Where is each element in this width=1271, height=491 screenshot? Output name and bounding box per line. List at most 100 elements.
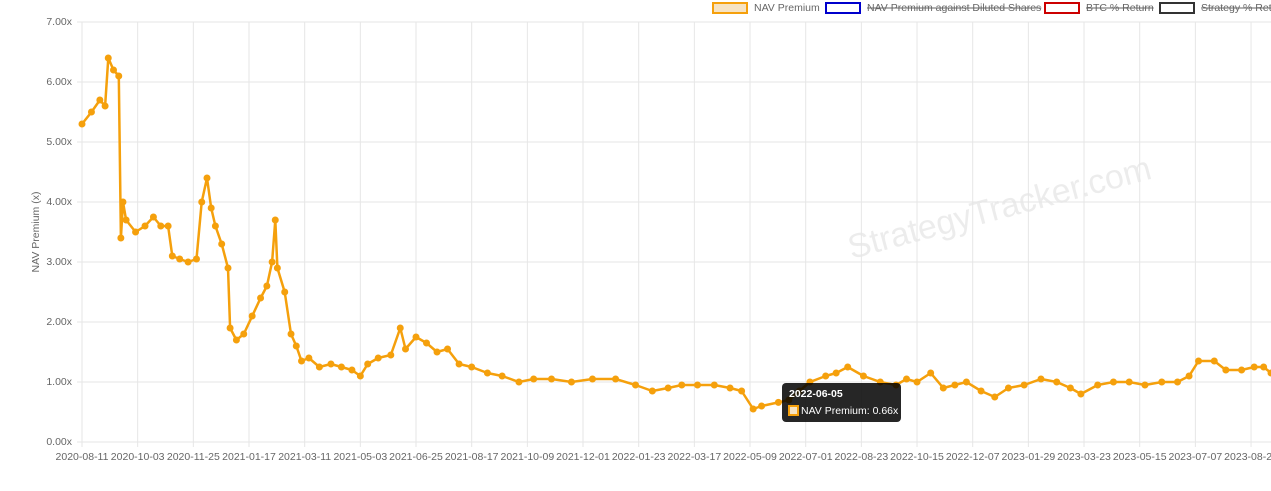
data-point [951, 381, 959, 389]
data-point [1053, 378, 1061, 386]
data-point [184, 258, 192, 266]
tooltip-title: 2022-06-05 [789, 388, 843, 400]
data-point [567, 378, 575, 386]
data-point [444, 345, 452, 353]
data-point [192, 255, 200, 263]
data-point [468, 363, 476, 371]
data-point [257, 294, 265, 302]
data-point [962, 378, 970, 386]
data-point [903, 375, 911, 383]
tooltip-box [782, 383, 901, 422]
data-point [374, 354, 382, 362]
x-tick-label: 2021-06-25 [389, 451, 443, 463]
data-point [115, 72, 123, 80]
data-point [1158, 378, 1166, 386]
data-point [774, 398, 782, 406]
data-point [263, 282, 271, 290]
x-tick-label: 2022-01-23 [612, 451, 666, 463]
data-point [396, 324, 404, 332]
y-tick-label: 1.00x [46, 376, 72, 388]
x-tick-label: 2020-10-03 [111, 451, 165, 463]
data-point [117, 234, 125, 242]
data-point [240, 330, 248, 338]
data-point [694, 381, 702, 389]
data-point [648, 387, 656, 395]
data-point [218, 240, 226, 248]
data-point [402, 345, 410, 353]
data-point [1195, 357, 1203, 365]
data-point [224, 264, 232, 272]
x-tick-label: 2022-08-23 [835, 451, 889, 463]
data-point [678, 381, 686, 389]
x-tick-label: 2023-07-07 [1169, 451, 1223, 463]
data-point [78, 120, 86, 128]
data-point [101, 102, 109, 110]
data-point [664, 384, 672, 392]
data-point [588, 375, 596, 383]
data-point [1174, 378, 1182, 386]
y-axis-label: NAV Premium (x) [30, 192, 42, 273]
data-point [1125, 378, 1133, 386]
data-point [119, 198, 127, 206]
data-point [859, 372, 867, 380]
data-point [1250, 363, 1258, 371]
data-point [548, 375, 556, 383]
data-point [1141, 381, 1149, 389]
legend-label: NAV Premium [754, 2, 820, 14]
legend-swatch [712, 2, 748, 14]
data-point [1238, 366, 1246, 374]
data-point [281, 288, 289, 296]
tooltip: 2022-06-05 NAV Premium: 0.66x [782, 383, 901, 422]
data-point [149, 213, 157, 221]
data-point [356, 372, 364, 380]
data-point [327, 360, 335, 368]
data-point [1109, 378, 1117, 386]
data-point [822, 372, 830, 380]
data-point [1260, 363, 1268, 371]
data-point [710, 381, 718, 389]
data-point [157, 222, 165, 230]
data-point [364, 360, 372, 368]
data-point [1094, 381, 1102, 389]
legend-swatch [825, 2, 861, 14]
x-tick-label: 2020-11-25 [167, 451, 220, 463]
y-tick-label: 5.00x [46, 136, 72, 148]
data-point [141, 222, 149, 230]
data-point [832, 369, 840, 377]
data-point [1037, 375, 1045, 383]
data-point [1004, 384, 1012, 392]
data-point [726, 384, 734, 392]
data-point [104, 54, 112, 62]
data-point [1267, 369, 1271, 377]
data-point [1210, 357, 1218, 365]
data-point [198, 198, 206, 206]
data-point [348, 366, 356, 374]
x-tick-label: 2021-05-03 [333, 451, 387, 463]
data-point [87, 108, 95, 116]
data-point [298, 357, 306, 365]
x-tick-label: 2023-01-29 [1002, 451, 1056, 463]
data-point [1077, 390, 1085, 398]
x-tick-label: 2022-07-01 [779, 451, 833, 463]
x-tick-label: 2022-05-09 [723, 451, 777, 463]
data-point [268, 258, 276, 266]
data-point [433, 348, 441, 356]
data-point [455, 360, 463, 368]
data-point [305, 354, 313, 362]
y-tick-label: 0.00x [46, 436, 72, 448]
legend-swatch [1159, 2, 1195, 14]
data-point [203, 174, 211, 182]
y-tick-label: 7.00x [46, 16, 72, 28]
x-tick-label: 2023-05-15 [1113, 451, 1167, 463]
data-point [991, 393, 999, 401]
data-point [176, 255, 184, 263]
data-point [423, 339, 431, 347]
data-point [483, 369, 491, 377]
data-point [207, 204, 215, 212]
data-point [412, 333, 420, 341]
data-point [498, 372, 506, 380]
data-point [913, 378, 921, 386]
data-point [122, 216, 130, 224]
